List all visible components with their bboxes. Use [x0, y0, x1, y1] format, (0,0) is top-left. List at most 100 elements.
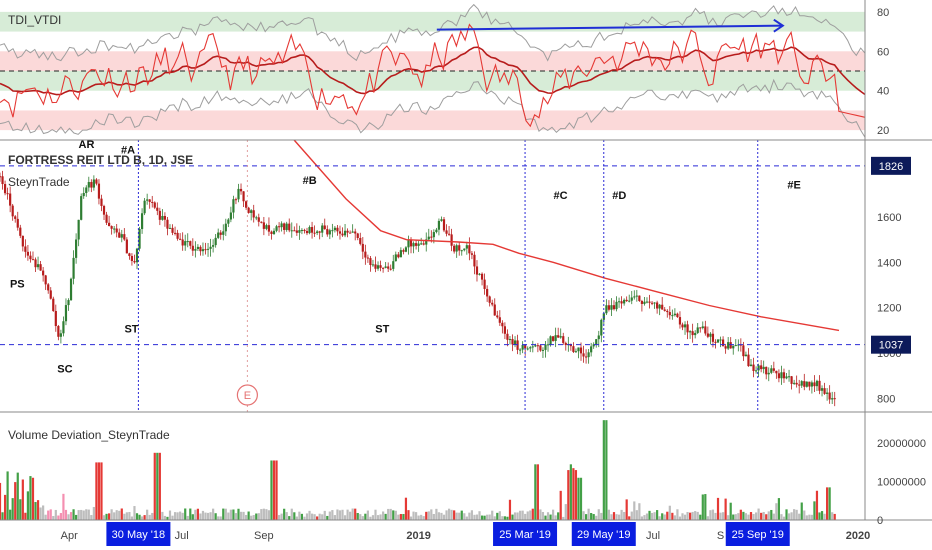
- price-candle: [3, 184, 7, 194]
- price-candle: [118, 232, 121, 238]
- volume-bar: [498, 511, 501, 520]
- volume-bar: [298, 511, 301, 520]
- price-candle: [34, 259, 37, 268]
- price-candle: [813, 382, 816, 387]
- price-candle: [465, 245, 468, 249]
- volume-bar: [237, 508, 240, 520]
- volume-bar: [255, 513, 258, 520]
- volume-bar: [691, 511, 694, 520]
- price-candle: [293, 230, 296, 232]
- volume-bar: [666, 511, 669, 520]
- volume-bar: [765, 514, 768, 520]
- volume-bar: [257, 513, 260, 520]
- volume-bar: [148, 514, 151, 520]
- volume-bar: [676, 509, 679, 520]
- price-candle: [247, 207, 250, 213]
- volume-bar: [338, 510, 342, 520]
- price-candle: [450, 234, 453, 246]
- volume-bar: [447, 508, 451, 520]
- price-candle: [587, 352, 590, 358]
- volume-tick-label: 0: [877, 515, 883, 527]
- volume-bar: [445, 510, 448, 520]
- price-candle: [374, 264, 377, 269]
- price-candle: [227, 219, 230, 224]
- price-candle: [600, 319, 603, 336]
- price-candle: [617, 301, 621, 303]
- price-candle: [318, 231, 321, 233]
- price-candle: [762, 366, 765, 370]
- volume-bar: [346, 509, 349, 520]
- volume-bar: [704, 494, 707, 520]
- volume-bar: [536, 464, 539, 520]
- volume-bar: [544, 515, 547, 520]
- volume-bar: [727, 515, 730, 520]
- price-candle: [455, 245, 458, 252]
- volume-bar: [590, 513, 593, 520]
- price-candle: [255, 217, 258, 219]
- price-candle: [539, 345, 542, 351]
- price-candle: [49, 290, 52, 299]
- price-candle: [765, 366, 768, 375]
- price-candle: [833, 398, 836, 400]
- volume-bar: [222, 508, 225, 520]
- price-candle: [102, 205, 106, 215]
- price-candle: [483, 279, 486, 289]
- volume-bar: [252, 515, 255, 520]
- volume-bar: [694, 511, 697, 520]
- price-candle: [110, 226, 113, 229]
- volume-bar: [475, 514, 479, 520]
- price-candle: [232, 199, 235, 213]
- volume-bar: [168, 510, 172, 520]
- volume-bar: [450, 509, 453, 520]
- volume-bar: [394, 510, 397, 520]
- volume-bar: [295, 516, 298, 520]
- volume-bar: [209, 512, 212, 520]
- price-candle: [389, 268, 392, 270]
- volume-bar: [280, 513, 283, 520]
- volume-bar: [732, 514, 735, 520]
- volume-bar: [496, 512, 499, 520]
- volume-bar: [267, 510, 271, 520]
- price-candle: [285, 223, 288, 230]
- price-candle: [572, 346, 575, 352]
- price-candle: [300, 229, 304, 231]
- price-candle: [607, 305, 611, 310]
- volume-title: Volume Deviation_SteynTrade: [8, 428, 170, 442]
- volume-bar: [217, 516, 220, 520]
- indicator-trend-arrowhead: [773, 18, 785, 33]
- volume-bar: [480, 515, 484, 520]
- price-candle: [36, 264, 40, 268]
- price-candle: [346, 230, 349, 233]
- price-candle: [394, 254, 397, 262]
- volume-bar: [389, 508, 392, 520]
- price-candle: [521, 345, 524, 350]
- volume-bar: [435, 508, 438, 520]
- volume-bar: [782, 516, 786, 520]
- price-title: FORTRESS REIT LTD B, 1D, JSE: [8, 153, 193, 167]
- price-candle: [21, 235, 24, 247]
- volume-bar: [283, 508, 286, 520]
- price-candle: [310, 227, 314, 233]
- price-candle: [14, 216, 17, 219]
- price-candle: [440, 219, 443, 221]
- price-candle: [447, 233, 451, 235]
- price-candle: [64, 305, 68, 322]
- volume-bar: [775, 503, 778, 520]
- price-candle: [592, 344, 595, 347]
- volume-bar: [549, 514, 552, 520]
- volume-bar: [402, 514, 405, 520]
- volume-bar: [80, 509, 83, 520]
- volume-bar: [173, 512, 177, 520]
- volume-bar: [597, 509, 600, 520]
- price-candle: [277, 226, 281, 228]
- volume-bar: [656, 510, 659, 520]
- indicator-trend-arrow: [436, 24, 783, 31]
- price-candle: [633, 296, 636, 298]
- price-candle: [128, 253, 131, 256]
- volume-bar: [463, 513, 466, 520]
- volume-bar: [351, 508, 354, 520]
- volume-bar: [44, 514, 47, 520]
- volume-bar: [455, 512, 458, 520]
- indicator-band-3: [0, 110, 865, 131]
- volume-bar: [303, 516, 306, 520]
